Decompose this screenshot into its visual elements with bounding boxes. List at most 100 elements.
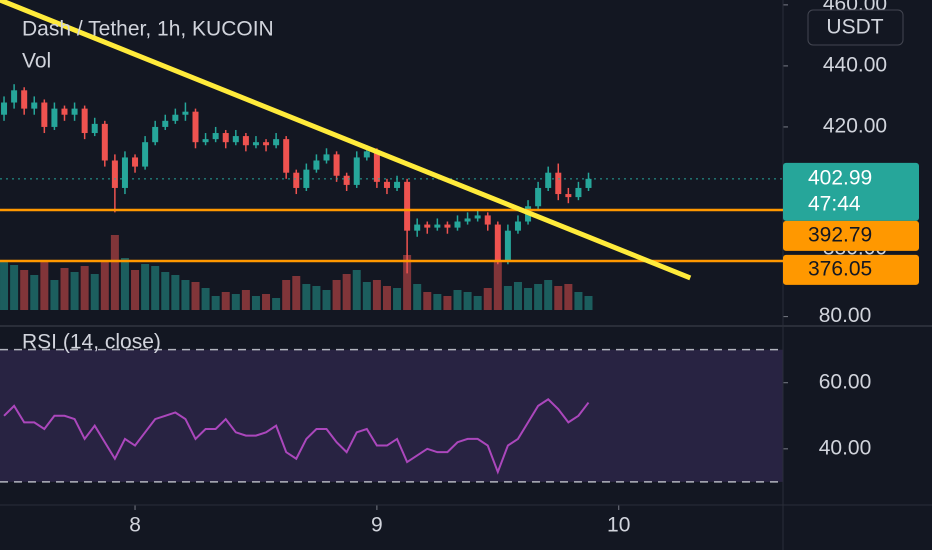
rsi-band	[0, 349, 783, 482]
volume-bar	[151, 266, 160, 310]
candle-body	[162, 120, 169, 127]
volume-bar	[332, 280, 341, 310]
candle-body	[101, 123, 108, 161]
volume-bar	[50, 280, 59, 310]
volume-bar	[362, 282, 371, 310]
currency-button[interactable]	[807, 9, 904, 46]
volume-bar	[433, 294, 442, 310]
candle-body	[333, 154, 340, 176]
volume-bar	[231, 294, 240, 310]
candle-body	[353, 157, 360, 185]
volume-bar	[443, 296, 452, 310]
volume-bar	[171, 275, 180, 310]
volume-bar	[322, 290, 331, 310]
x-tick-label: 8	[129, 514, 141, 537]
volume-bar	[80, 266, 89, 310]
candle-body	[494, 224, 501, 262]
volume-bar	[463, 292, 472, 310]
trendline	[0, 0, 692, 281]
candle-body	[242, 136, 249, 146]
candle-body	[313, 160, 320, 170]
candle-body	[464, 218, 471, 222]
rsi-tick-label: 80.00	[819, 304, 872, 327]
candle-body	[383, 181, 390, 188]
volume-bar	[513, 282, 522, 310]
volume-bar	[201, 288, 210, 310]
candle-body	[81, 108, 88, 134]
background-layer	[0, 4, 788, 510]
volume-bar	[564, 284, 573, 310]
volume-bar	[141, 264, 150, 310]
volume-bar	[503, 286, 512, 310]
volume-bar	[312, 286, 321, 310]
candle-body	[202, 139, 209, 143]
volume-bar	[413, 284, 422, 310]
volume-bar	[282, 280, 291, 310]
candle-body	[252, 142, 259, 146]
candle-body	[172, 114, 179, 121]
candle-body	[132, 157, 139, 167]
candle-body	[71, 108, 78, 115]
currency-text[interactable]: USDT	[826, 16, 883, 39]
candle-body	[394, 181, 401, 188]
y-tick-label: 420.00	[823, 114, 887, 137]
candle-body	[545, 172, 552, 188]
candle-body	[192, 111, 199, 143]
candle-body	[232, 136, 239, 143]
candle-body	[21, 90, 28, 109]
candle-body	[283, 139, 290, 173]
candle-body	[414, 224, 421, 231]
last-price-label: 402.99	[808, 166, 872, 189]
volume-label: Vol	[22, 50, 51, 73]
candle-body	[293, 172, 300, 188]
volume-bar	[534, 284, 543, 310]
volume-bar	[524, 288, 533, 310]
rsi-label: RSI (14, close)	[22, 331, 161, 354]
volume-bar	[60, 268, 69, 310]
volume-bar	[272, 298, 281, 310]
volume-bar	[131, 270, 140, 310]
volume-bar	[251, 296, 260, 310]
volume-bar	[554, 286, 563, 310]
rsi-line	[3, 397, 590, 475]
candle-body	[111, 160, 118, 188]
candle-body	[11, 90, 18, 103]
rsi-tick-label: 60.00	[819, 370, 872, 393]
volume-bar	[10, 265, 19, 310]
volume-bar	[483, 288, 492, 310]
candle-body	[1, 102, 8, 115]
volume-bar	[161, 272, 170, 310]
volume-bar	[493, 260, 502, 310]
volume-bar	[473, 296, 482, 310]
level-label-box	[783, 220, 919, 251]
volume-bar	[403, 255, 412, 310]
countdown: 47:44	[808, 192, 861, 215]
candle-body	[142, 142, 149, 167]
candle-body	[31, 102, 38, 109]
volume-bar	[393, 288, 402, 310]
volume-bar	[262, 294, 271, 310]
volume-bar	[453, 290, 462, 310]
volume-bar	[0, 260, 9, 310]
volume-bar	[584, 296, 593, 310]
candle-body	[343, 175, 350, 185]
level-label-box	[783, 254, 919, 285]
x-tick-label: 9	[371, 514, 383, 537]
candle-body	[484, 215, 491, 225]
candle-body	[121, 157, 128, 188]
candle-body	[323, 154, 330, 161]
chart-title: Dash / Tether, 1h, KUCOIN	[22, 18, 274, 41]
candle-body	[41, 102, 48, 127]
candle-body	[91, 123, 98, 134]
level-label: 376.05	[808, 257, 872, 280]
volume-bar	[352, 270, 361, 310]
volume-bar	[292, 276, 301, 310]
plot-layer: 8910460.00440.00420.00380.0080.0060.0040…	[0, 0, 919, 537]
candle-body	[575, 187, 582, 198]
volume-bar	[372, 280, 381, 310]
volume-bar	[241, 290, 250, 310]
volume-bar	[302, 284, 311, 310]
volume-bar	[574, 292, 583, 310]
volume-bar	[191, 282, 200, 310]
candle-body	[373, 151, 380, 182]
